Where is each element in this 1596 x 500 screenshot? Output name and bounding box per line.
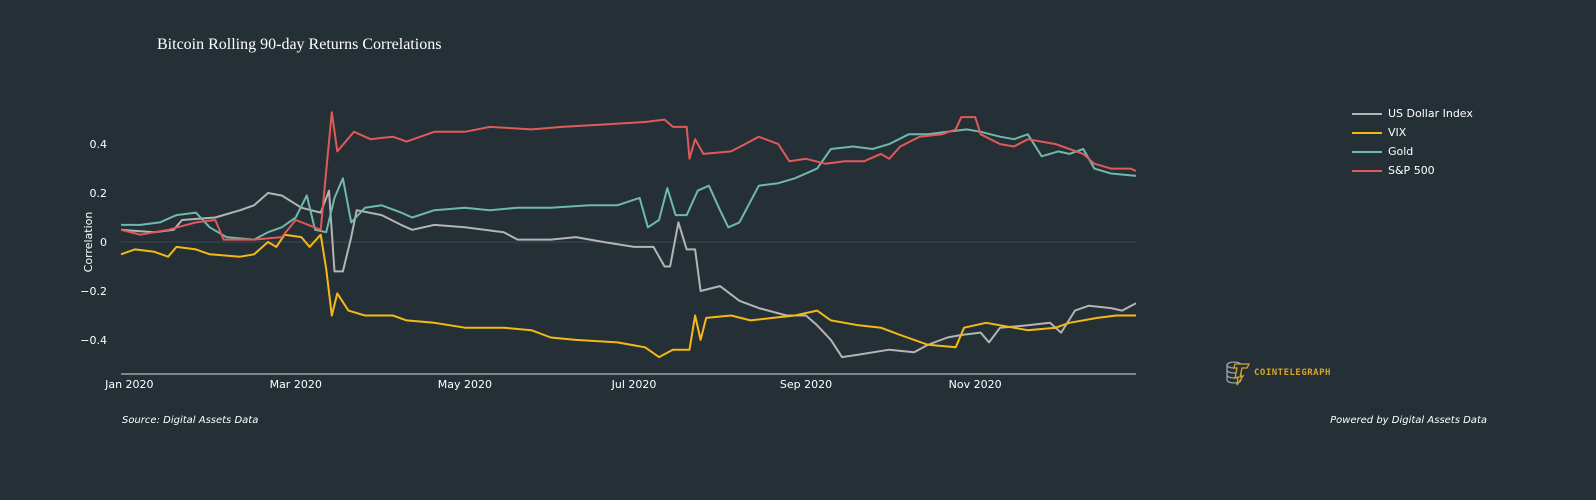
source-note: Source: Digital Assets Data xyxy=(122,415,259,426)
legend-item-gold[interactable]: Gold xyxy=(1352,142,1473,161)
legend-label: Gold xyxy=(1388,145,1414,158)
y-tick-label: −0.2 xyxy=(80,285,107,298)
x-tick-label: May 2020 xyxy=(438,378,492,391)
series-line-s-p-500 xyxy=(120,111,1137,241)
axes: 0.4 0.2 0 −0.2 −0.4 Jan 2020 Mar 2020 May 2020 J… xyxy=(80,138,1136,391)
x-tick-label: Nov 2020 xyxy=(949,378,1002,391)
legend: US Dollar Index VIX Gold S&P 500 xyxy=(1352,104,1473,180)
legend-swatch xyxy=(1352,131,1382,134)
legend-label: S&P 500 xyxy=(1388,164,1435,177)
series-line-us-dollar-index xyxy=(120,189,1137,359)
powered-by-note: Powered by Digital Assets Data xyxy=(1330,415,1487,426)
series-line-vix xyxy=(120,233,1136,359)
legend-swatch xyxy=(1352,169,1382,172)
chart-title: Bitcoin Rolling 90-day Returns Correlati… xyxy=(157,36,442,53)
cointelegraph-logo: COINTELEGRAPH xyxy=(1226,360,1331,386)
coin-stack-icon xyxy=(1226,361,1250,386)
x-tick-label: Jul 2020 xyxy=(611,378,657,391)
y-axis-label: Correlation xyxy=(82,212,95,273)
series-lines xyxy=(120,111,1137,359)
y-tick-label: 0.2 xyxy=(90,187,108,200)
x-tick-label: Mar 2020 xyxy=(270,378,322,391)
logo-text: COINTELEGRAPH xyxy=(1254,368,1331,378)
legend-item-sp500[interactable]: S&P 500 xyxy=(1352,161,1473,180)
x-tick-label: Sep 2020 xyxy=(780,378,832,391)
y-tick-label: 0.4 xyxy=(90,138,108,151)
legend-label: VIX xyxy=(1388,126,1407,139)
y-tick-label: 0 xyxy=(100,236,107,249)
legend-swatch xyxy=(1352,112,1382,115)
y-tick-label: −0.4 xyxy=(80,334,107,347)
legend-label: US Dollar Index xyxy=(1388,107,1473,120)
series-line-gold xyxy=(121,128,1137,241)
legend-swatch xyxy=(1352,150,1382,153)
x-tick-label: Jan 2020 xyxy=(104,378,153,391)
legend-item-vix[interactable]: VIX xyxy=(1352,123,1473,142)
legend-item-us-dollar-index[interactable]: US Dollar Index xyxy=(1352,104,1473,123)
